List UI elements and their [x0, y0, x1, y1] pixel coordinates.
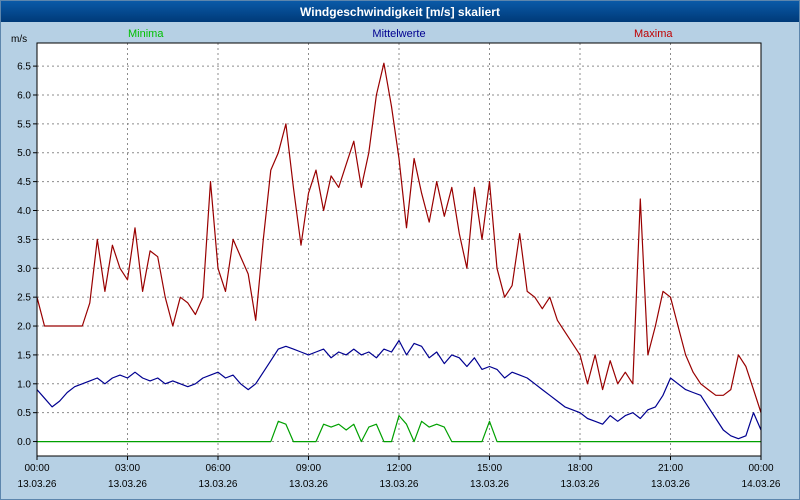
- svg-text:14.03.26: 14.03.26: [742, 479, 781, 490]
- y-axis-unit-label: m/s: [11, 34, 28, 45]
- svg-text:13.03.26: 13.03.26: [561, 479, 600, 490]
- window-titlebar: Windgeschwindigkeit [m/s] skaliert: [1, 1, 799, 22]
- chart-svg: 0.0 0.5 1.0 1.5 2.0 2.5 3.0 3.5 4.0 4.5 5.0 5.5 6.0 6…: [17, 42, 781, 490]
- svg-text:4.0: 4.0: [17, 206, 31, 217]
- svg-text:6.5: 6.5: [17, 62, 31, 73]
- svg-text:15:00: 15:00: [477, 463, 502, 474]
- svg-text:13.03.26: 13.03.26: [199, 479, 238, 490]
- svg-text:2.0: 2.0: [17, 322, 31, 333]
- legend-minima: Minima: [128, 28, 164, 40]
- svg-text:13.03.26: 13.03.26: [651, 479, 690, 490]
- svg-text:03:00: 03:00: [115, 463, 140, 474]
- legend-maxima: Maxima: [634, 28, 673, 40]
- svg-text:3.0: 3.0: [17, 264, 31, 275]
- svg-text:1.5: 1.5: [17, 350, 31, 361]
- legend-mittelwerte: Mittelwerte: [372, 28, 426, 40]
- svg-text:4.5: 4.5: [17, 177, 31, 188]
- svg-text:2.5: 2.5: [17, 293, 31, 304]
- svg-text:13.03.26: 13.03.26: [108, 479, 147, 490]
- svg-text:13.03.26: 13.03.26: [18, 479, 57, 490]
- window-title: Windgeschwindigkeit [m/s] skaliert: [300, 4, 500, 19]
- svg-text:0.5: 0.5: [17, 408, 31, 419]
- svg-text:21:00: 21:00: [658, 463, 683, 474]
- svg-text:13.03.26: 13.03.26: [380, 479, 419, 490]
- svg-text:09:00: 09:00: [296, 463, 321, 474]
- svg-text:00:00: 00:00: [748, 463, 773, 474]
- svg-text:0.0: 0.0: [17, 437, 31, 448]
- svg-text:12:00: 12:00: [386, 463, 411, 474]
- svg-text:13.03.26: 13.03.26: [470, 479, 509, 490]
- svg-text:3.5: 3.5: [17, 235, 31, 246]
- svg-text:6.0: 6.0: [17, 90, 31, 101]
- svg-text:1.0: 1.0: [17, 379, 31, 390]
- svg-text:06:00: 06:00: [205, 463, 230, 474]
- svg-text:00:00: 00:00: [24, 463, 49, 474]
- svg-text:5.5: 5.5: [17, 119, 31, 130]
- svg-text:13.03.26: 13.03.26: [289, 479, 328, 490]
- svg-text:5.0: 5.0: [17, 148, 31, 159]
- svg-text:18:00: 18:00: [567, 463, 592, 474]
